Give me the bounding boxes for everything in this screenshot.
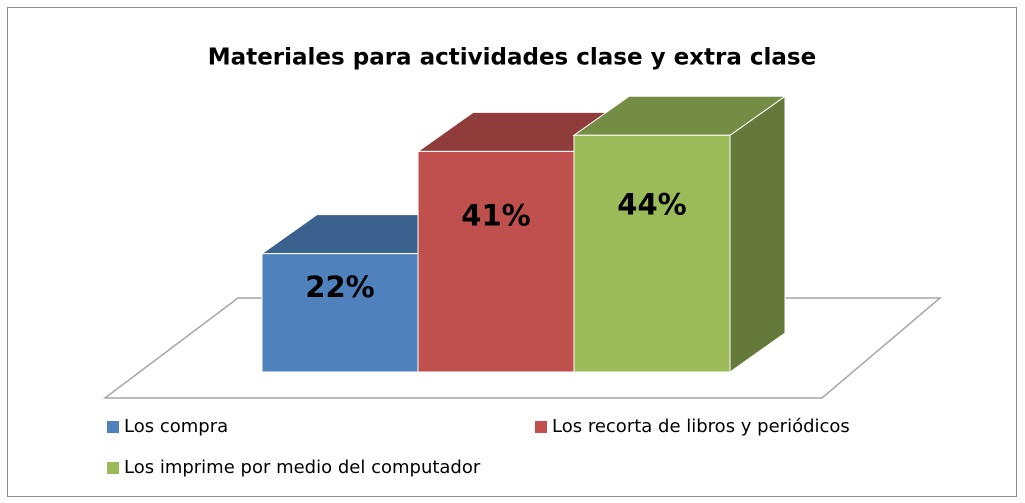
- bar-side: [729, 95, 786, 373]
- legend-swatch: [107, 462, 119, 474]
- bar: [417, 150, 575, 373]
- data-label: 22%: [305, 270, 374, 304]
- bar: [573, 134, 731, 373]
- legend-label: Los compra: [124, 416, 228, 437]
- data-label: 44%: [617, 187, 686, 221]
- legend-swatch: [535, 421, 547, 433]
- bar: [261, 253, 419, 373]
- chart-title: Materiales para actividades clase y extr…: [208, 45, 816, 71]
- legend-swatch: [107, 421, 119, 433]
- data-label: 41%: [461, 199, 530, 233]
- legend-label: Los recorta de libros y periódicos: [552, 416, 850, 437]
- legend-label: Los imprime por medio del computador: [124, 457, 481, 478]
